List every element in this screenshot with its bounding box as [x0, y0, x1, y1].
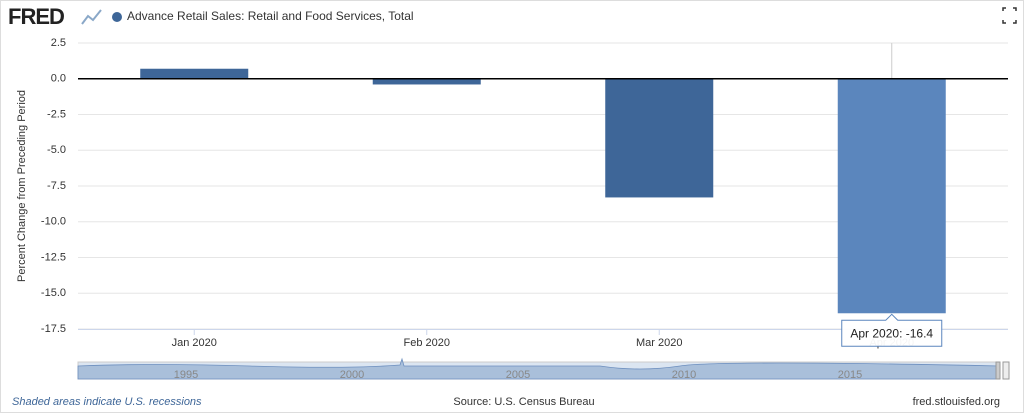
y-tick-label: -15.0	[41, 287, 66, 299]
y-tick-label: 2.5	[51, 37, 66, 49]
bar	[140, 68, 249, 79]
recession-note[interactable]: Shaded areas indicate U.S. recessions	[12, 396, 202, 408]
navigator-label: 1995	[174, 369, 198, 381]
navigator-label: 2010	[672, 369, 696, 381]
x-tick-label: Jan 2020	[172, 337, 217, 349]
x-tick-label: Feb 2020	[404, 337, 450, 349]
x-tick-label: Mar 2020	[636, 337, 682, 349]
navigator-label: 2000	[340, 369, 364, 381]
tooltip-box	[841, 313, 943, 347]
y-tick-label: -7.5	[47, 180, 66, 192]
bar	[605, 78, 714, 198]
bar	[837, 78, 946, 314]
bar	[372, 78, 481, 85]
logo-icon	[81, 9, 102, 25]
legend-label: Advance Retail Sales: Retail and Food Se…	[127, 9, 414, 23]
navigator-label: 2015	[838, 369, 862, 381]
source: Source: U.S. Census Bureau	[453, 396, 594, 408]
fullscreen-button[interactable]	[1002, 7, 1017, 24]
y-tick-label: -12.5	[41, 251, 66, 263]
url[interactable]: fred.stlouisfed.org	[913, 396, 1000, 408]
logo: FRED	[8, 4, 64, 29]
y-tick-label: -17.5	[41, 323, 66, 335]
y-tick-label: -10.0	[41, 216, 66, 228]
navigator-handle[interactable]	[1002, 361, 1010, 380]
tooltip-text: Apr 2020: -16.4	[850, 326, 933, 340]
y-tick-label: 0.0	[51, 73, 66, 85]
navigator-handle[interactable]	[995, 361, 1001, 380]
y-axis-title: Percent Change from Preceding Period	[16, 90, 28, 282]
y-tick-label: -2.5	[47, 108, 66, 120]
navigator-series	[77, 357, 1001, 380]
legend-marker	[112, 12, 122, 22]
y-tick-label: -5.0	[47, 144, 66, 156]
navigator-label: 2005	[506, 369, 530, 381]
